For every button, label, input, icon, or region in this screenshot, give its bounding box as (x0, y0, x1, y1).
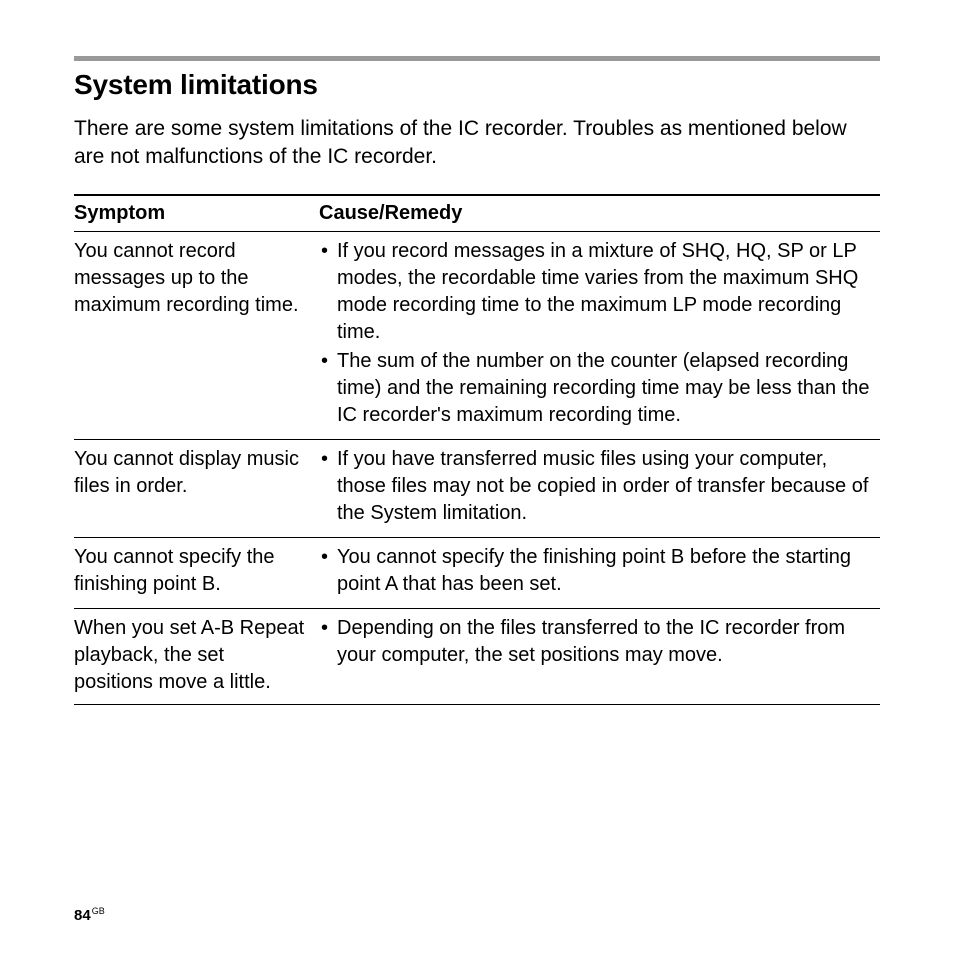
page-number-value: 84 (74, 907, 91, 924)
header-remedy: Cause/Remedy (319, 195, 880, 232)
remedy-list: If you have transferred music files usin… (319, 446, 876, 527)
page-title: System limitations (74, 69, 880, 101)
remedy-list: Depending on the files transferred to th… (319, 615, 876, 669)
remedy-cell: Depending on the files transferred to th… (319, 608, 880, 704)
remedy-list: If you record messages in a mixture of S… (319, 238, 876, 429)
table-row: You cannot display music files in order.… (74, 439, 880, 537)
symptom-cell: You cannot record messages up to the max… (74, 231, 319, 439)
intro-paragraph: There are some system limitations of the… (74, 115, 880, 172)
header-rule (74, 56, 880, 61)
remedy-item: The sum of the number on the counter (el… (319, 348, 876, 429)
remedy-item: You cannot specify the finishing point B… (319, 544, 876, 598)
header-symptom: Symptom (74, 195, 319, 232)
symptom-cell: When you set A-B Repeat playback, the se… (74, 608, 319, 704)
limitations-table: Symptom Cause/Remedy You cannot record m… (74, 194, 880, 705)
page-region-code: GB (92, 906, 105, 916)
table-row: You cannot record messages up to the max… (74, 231, 880, 439)
remedy-item: If you have transferred music files usin… (319, 446, 876, 527)
remedy-cell: You cannot specify the finishing point B… (319, 537, 880, 608)
remedy-cell: If you have transferred music files usin… (319, 439, 880, 537)
remedy-item: Depending on the files transferred to th… (319, 615, 876, 669)
table-row: You cannot specify the finishing point B… (74, 537, 880, 608)
remedy-list: You cannot specify the finishing point B… (319, 544, 876, 598)
remedy-item: If you record messages in a mixture of S… (319, 238, 876, 346)
symptom-cell: You cannot specify the finishing point B… (74, 537, 319, 608)
table-row: When you set A-B Repeat playback, the se… (74, 608, 880, 704)
table-header-row: Symptom Cause/Remedy (74, 195, 880, 232)
remedy-cell: If you record messages in a mixture of S… (319, 231, 880, 439)
page-number: 84GB (74, 906, 105, 924)
document-page: System limitations There are some system… (0, 0, 954, 954)
symptom-cell: You cannot display music files in order. (74, 439, 319, 537)
